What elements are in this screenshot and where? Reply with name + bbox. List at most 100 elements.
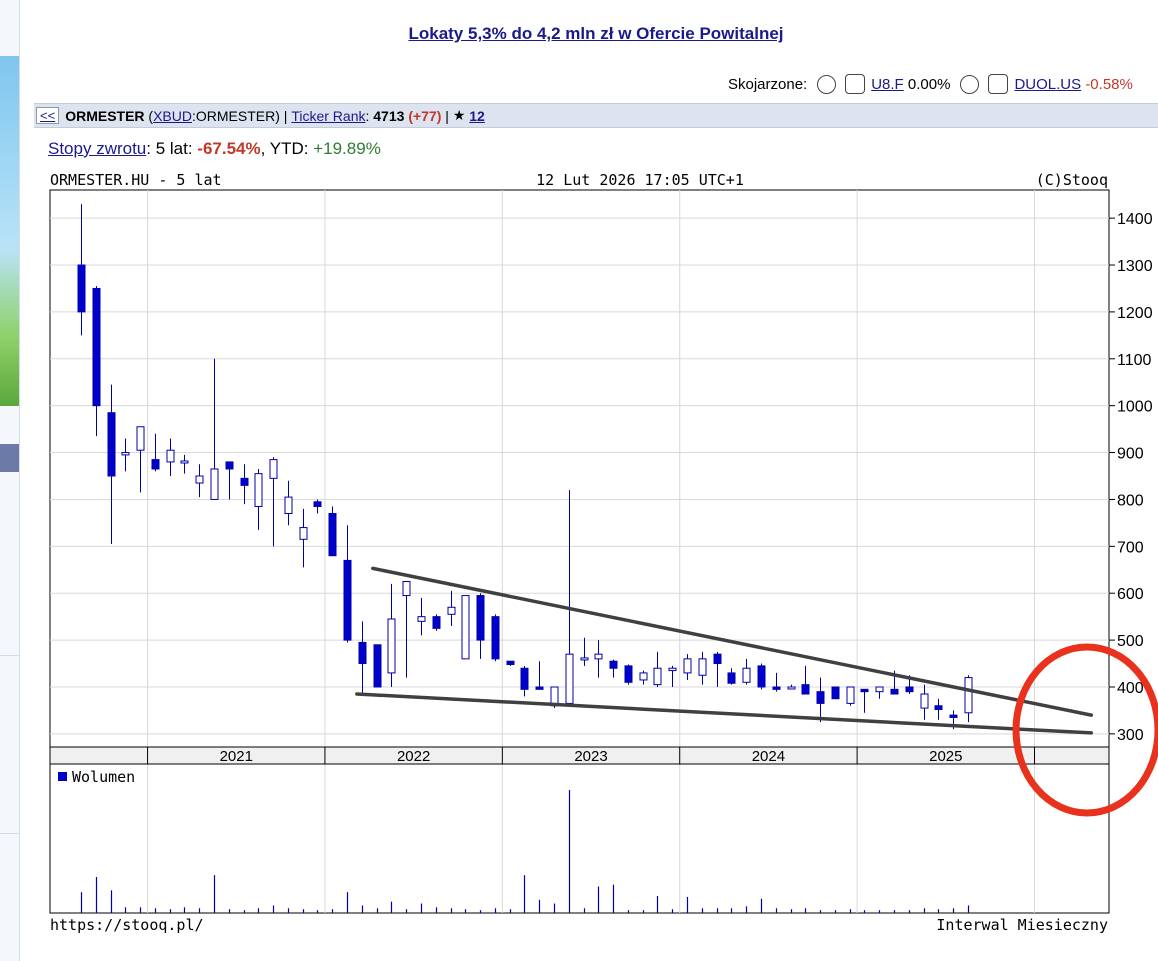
ticker-rank-change: (+77) [408, 107, 442, 124]
candle-body [801, 684, 810, 695]
candle-body [727, 672, 736, 684]
candle-body [668, 667, 677, 672]
y-tick-label: 900 [1117, 446, 1144, 463]
returns-line: Stopy zwrotu: 5 lat: -67.54%, YTD: +19.8… [48, 139, 381, 159]
chart-title-center: 12 Lut 2026 17:05 UTC+1 [536, 171, 744, 189]
x-axis-label: 2025 [929, 748, 962, 765]
candle-body [860, 688, 869, 693]
y-tick-label: 1200 [1117, 305, 1153, 322]
market-link[interactable]: XBUD [153, 107, 192, 124]
candle-body [151, 459, 160, 470]
x-axis-label: 2021 [220, 748, 253, 765]
highlight-circle [1012, 643, 1158, 817]
x-axis-label: 2022 [397, 748, 430, 765]
candle-body [92, 287, 101, 407]
candle-body [180, 460, 189, 464]
instrument-symbol: :ORMESTER) [192, 107, 280, 124]
candle-body [373, 644, 382, 688]
candle-body [698, 658, 707, 676]
candle-body [210, 468, 219, 500]
candle-body [387, 618, 396, 674]
volume-legend-swatch [58, 772, 67, 781]
chart-footer-interval: Interwal Miesieczny [936, 916, 1108, 934]
sidebar-divider [0, 833, 19, 834]
returns-5y-label: : 5 lat: [146, 139, 198, 158]
back-button[interactable]: << [36, 107, 60, 124]
candle-body [934, 705, 943, 710]
candle-body [890, 688, 899, 695]
rank-separator: : [365, 107, 370, 124]
y-tick-label: 1400 [1117, 211, 1153, 228]
candle-body [328, 513, 337, 557]
trendlines [355, 566, 1094, 735]
candle-body [594, 653, 603, 660]
ticker-rank-link[interactable]: Ticker Rank [291, 107, 366, 124]
sidebar-divider [0, 655, 19, 656]
candle-body [875, 686, 884, 693]
candle-body [772, 686, 781, 690]
x-axis-label: 2024 [752, 748, 785, 765]
candle-body [787, 686, 796, 690]
candle-body [624, 665, 633, 683]
related-change-2: -0.58% [1085, 75, 1133, 93]
related-symbol-1[interactable]: U8.F [871, 75, 904, 93]
candle-body [535, 686, 544, 690]
candle-body [284, 496, 293, 515]
candle-body [491, 616, 500, 660]
candle-body [77, 264, 86, 313]
divider: | [283, 107, 288, 124]
candle-body [107, 412, 116, 477]
candle-body [920, 693, 929, 709]
y-tick-label: 1000 [1117, 399, 1153, 416]
candle-body [432, 616, 441, 629]
candle-body [136, 426, 145, 451]
candlestick-series [77, 204, 973, 730]
candle-body [816, 691, 825, 704]
candle-body [343, 559, 352, 641]
y-tick-label: 600 [1117, 586, 1144, 603]
candle-body [565, 653, 574, 704]
candle-body [225, 461, 234, 470]
candle-body [254, 473, 263, 507]
returns-link[interactable]: Stopy zwrotu [48, 139, 147, 158]
candle-body [639, 672, 648, 681]
star-icon: ★ [452, 107, 466, 123]
x-axis-labels: 2021 2022 2023 2024 2025 [147, 747, 1035, 765]
volume-legend-label: Wolumen [72, 768, 135, 786]
watch-count-link[interactable]: 12 [469, 107, 485, 124]
y-tick-label: 300 [1117, 727, 1144, 744]
y-axis-ticks: 300 400 500 600 700 800 900 1000 1100 1200 1300 140… [1109, 211, 1153, 744]
candle-body [476, 595, 485, 641]
candle-body [402, 580, 411, 597]
y-tick-label: 500 [1117, 633, 1144, 650]
related-radio-2[interactable] [960, 74, 980, 94]
candle-body [240, 477, 249, 486]
related-change-1: 0.00% [907, 75, 951, 93]
related-radio-1[interactable] [817, 74, 837, 94]
chart-title-right: (C)Stooq [1036, 171, 1108, 189]
returns-5y-value: -67.54% [197, 139, 261, 158]
instrument-header-bar: << ORMESTER (XBUD:ORMESTER) | Ticker Ran… [34, 103, 1158, 128]
sidebar-banner-image[interactable] [0, 56, 19, 406]
trendline [355, 692, 1094, 735]
candle-body [299, 527, 308, 540]
candle-body [580, 657, 589, 661]
candle-body [195, 475, 204, 484]
candle-body [653, 667, 662, 686]
candle-body [609, 660, 618, 669]
related-checkbox-1[interactable] [845, 74, 866, 94]
candle-body [757, 665, 766, 688]
candle-body [506, 660, 515, 665]
sidebar-tab[interactable] [0, 444, 19, 472]
related-symbol-2[interactable]: DUOL.US [1014, 75, 1082, 93]
candle-body [713, 653, 722, 665]
ad-link[interactable]: Lokaty 5,3% do 4,2 mln zł w Ofercie Powi… [408, 24, 784, 43]
related-checkbox-2[interactable] [988, 74, 1009, 94]
y-tick-label: 700 [1117, 539, 1144, 556]
candle-body [313, 501, 322, 507]
trendline [371, 566, 1094, 717]
candle-body [831, 686, 840, 700]
y-tick-label: 800 [1117, 492, 1144, 509]
candle-body [949, 714, 958, 718]
